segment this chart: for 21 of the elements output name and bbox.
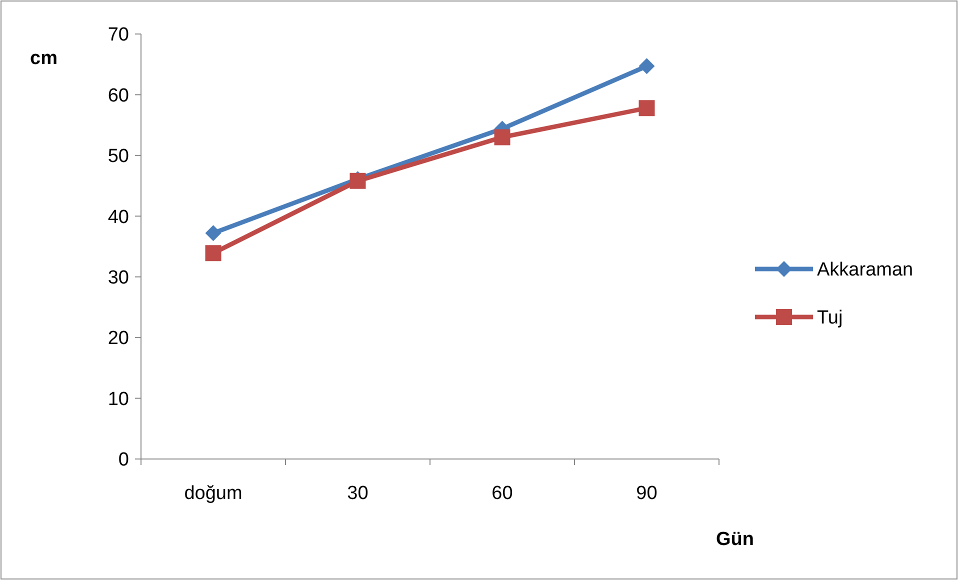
legend-label: Tuj [817, 308, 843, 329]
y-tick-label: 60 [108, 85, 129, 106]
point [205, 245, 222, 262]
x-axis-title: Gün [716, 529, 754, 550]
x-tick-label: 90 [636, 483, 658, 504]
legend-label: Akkaraman [817, 260, 914, 281]
x-tick-label: 30 [347, 483, 368, 504]
y-tick-label: 0 [118, 450, 129, 471]
y-tick-label: 50 [108, 146, 129, 168]
y-tick-label: 70 [108, 24, 129, 46]
point [638, 100, 655, 116]
y-tick-label: 30 [108, 268, 129, 289]
y-tick-label: 10 [108, 388, 129, 410]
point [494, 129, 510, 146]
y-tick-label: 40 [108, 206, 129, 228]
x-tick-label: doğum [184, 483, 242, 504]
y-axis-title: cm [30, 48, 58, 69]
x-tick-label: 60 [492, 483, 513, 504]
y-tick-label: 20 [108, 328, 129, 350]
point [638, 58, 655, 74]
point [205, 225, 222, 242]
